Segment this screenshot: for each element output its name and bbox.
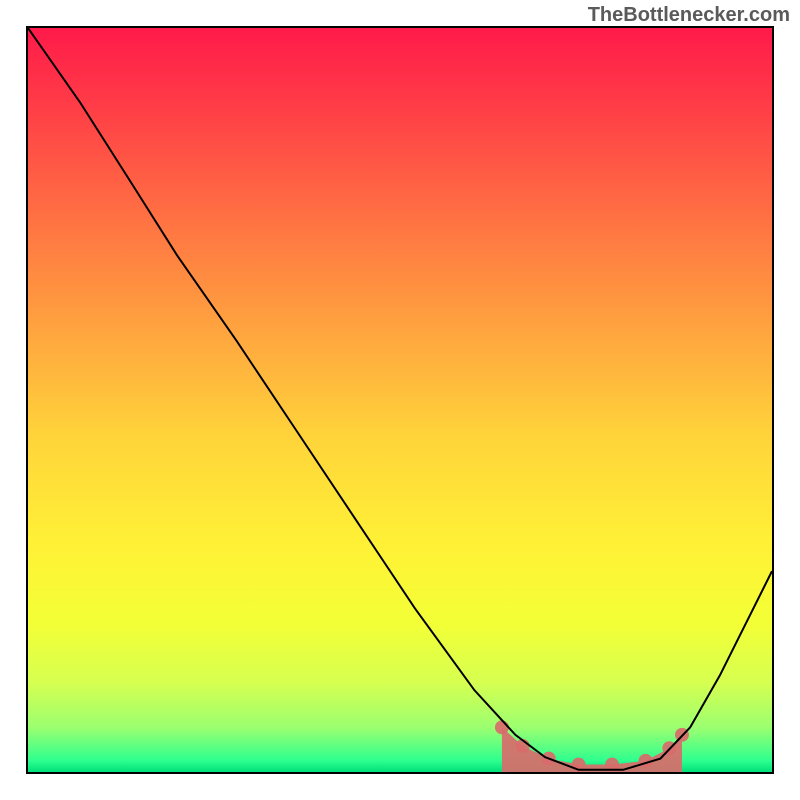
optimal-range-band (502, 727, 682, 772)
plot-area (26, 26, 774, 774)
curve-layer (28, 28, 772, 772)
bottleneck-curve (28, 28, 772, 770)
bottleneck-chart: TheBottlenecker.com (0, 0, 800, 800)
range-marker-dot (495, 720, 509, 734)
watermark-text: TheBottlenecker.com (588, 4, 790, 27)
